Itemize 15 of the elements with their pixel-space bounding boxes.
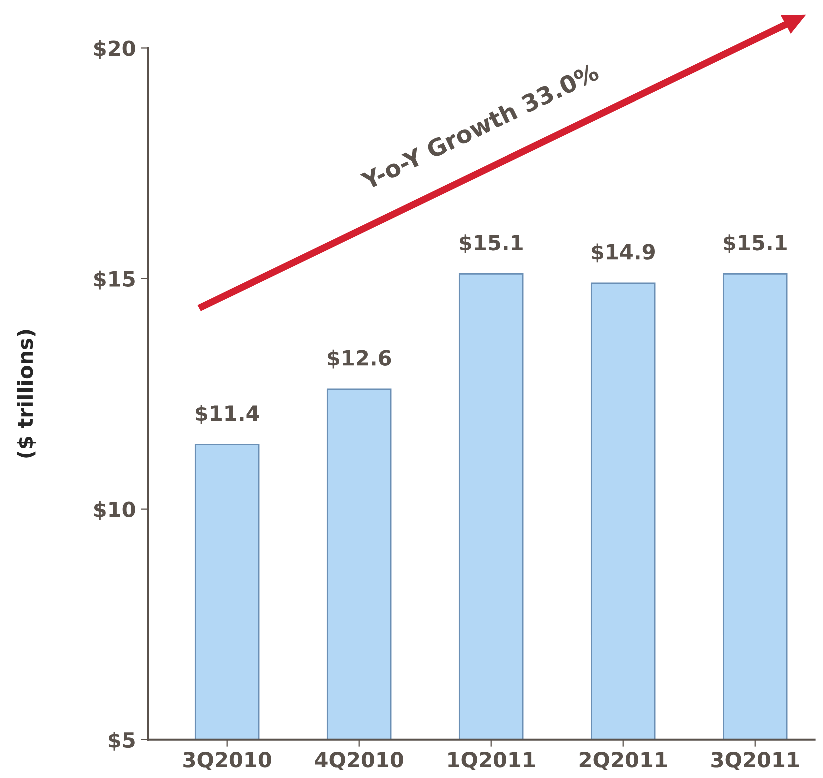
y-tick-label: $10 (94, 501, 136, 520)
x-tick-label: 3Q2010 (184, 752, 272, 771)
data-label: $15.1 (460, 234, 523, 254)
data-label: $14.9 (592, 244, 655, 263)
y-tick-label: $15 (94, 270, 135, 290)
x-tick-label: 4Q2010 (315, 752, 404, 771)
x-tick-label: 2Q2011 (580, 752, 668, 771)
x-tick-label: 3Q2011 (712, 752, 800, 771)
data-label: $12.6 (328, 350, 392, 369)
y-tick-label: $20 (94, 40, 136, 60)
y-axis-title: ($ trillions) (17, 330, 36, 458)
y-tick-label: $5 (108, 732, 135, 751)
x-tick-label: 1Q2011 (448, 752, 536, 771)
data-label: $15.1 (724, 234, 787, 254)
data-label: $11.4 (196, 405, 260, 424)
